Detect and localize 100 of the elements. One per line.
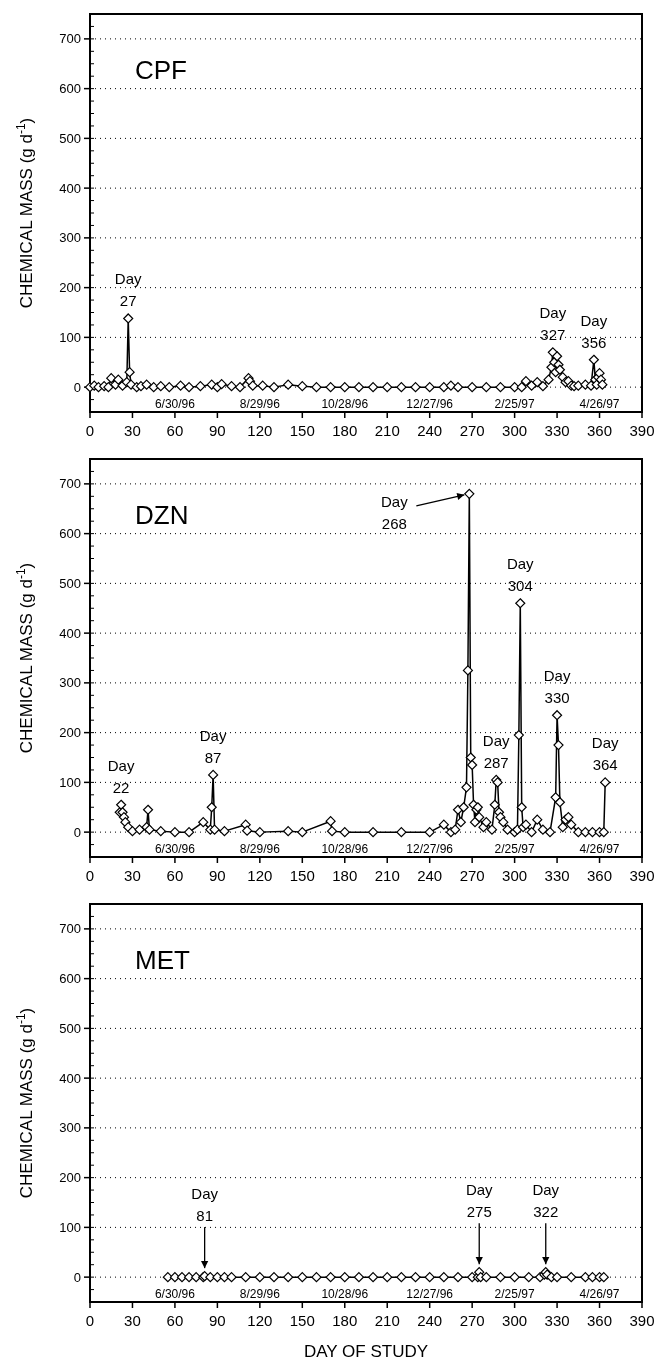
x-tick-label: 270 <box>459 1312 485 1329</box>
x2-tick-label: 6/30/96 <box>154 397 196 411</box>
x2-tick-label: 8/29/96 <box>239 842 281 856</box>
x-tick-label: 150 <box>289 1312 315 1329</box>
annotation: Day 87 <box>199 726 227 766</box>
x2-tick-label: 10/28/96 <box>321 397 369 411</box>
x2-tick-label: 8/29/96 <box>239 397 281 411</box>
x-tick-label: 390 <box>629 422 655 439</box>
x-tick-label: 210 <box>374 422 400 439</box>
y-tick-label: 400 <box>59 625 81 641</box>
y-tick-label: 500 <box>59 130 81 146</box>
y-tick-label: 200 <box>59 280 81 296</box>
x2-tick-label: 10/28/96 <box>321 842 369 856</box>
x-tick-label: 360 <box>587 422 613 439</box>
x-tick-label: 240 <box>417 422 443 439</box>
annotation: Day 330 <box>543 667 571 707</box>
y-tick-label: 600 <box>59 526 81 542</box>
y-tick-label: 400 <box>59 180 81 196</box>
text: CPF <box>135 55 187 85</box>
x-tick-label: 360 <box>587 867 613 884</box>
x2-tick-label: 6/30/96 <box>154 842 196 856</box>
y-tick-label: 100 <box>59 774 81 790</box>
y-tick-label: 100 <box>59 329 81 345</box>
y-tick-label: 0 <box>73 379 81 395</box>
y-tick-label: 200 <box>59 1170 81 1186</box>
y-tick-label: 400 <box>59 1070 81 1086</box>
x2-tick-label: 12/27/96 <box>406 1287 454 1301</box>
annotation: Day 356 <box>580 311 608 351</box>
x-tick-label: 270 <box>459 422 485 439</box>
x-tick-label: 300 <box>502 422 528 439</box>
x-tick-label: 210 <box>374 1312 400 1329</box>
x-tick-label: 60 <box>166 867 184 884</box>
annotation: Day 304 <box>506 555 535 595</box>
x-tick-label: 210 <box>374 867 400 884</box>
x-tick-label: 270 <box>459 867 485 884</box>
x2-tick-label: 10/28/96 <box>321 1287 369 1301</box>
x-tick-label: 60 <box>166 422 184 439</box>
x-tick-label: 390 <box>629 1312 655 1329</box>
y-tick-label: 300 <box>59 1120 81 1136</box>
x2-tick-label: 2/25/97 <box>494 1287 535 1301</box>
x2-tick-label: 4/26/97 <box>579 397 620 411</box>
x-tick-label: 90 <box>209 1312 226 1329</box>
y-tick-label: 500 <box>59 575 81 591</box>
x-tick-label: 390 <box>629 867 655 884</box>
x-tick-label: 300 <box>502 867 528 884</box>
x-tick-label: 0 <box>85 867 95 884</box>
text: DZN <box>135 500 189 530</box>
x-tick-label: 330 <box>544 867 570 884</box>
x-tick-label: 0 <box>85 1312 95 1329</box>
annotation: Day 364 <box>591 734 620 774</box>
x2-tick-label: 4/26/97 <box>579 842 620 856</box>
x-tick-label: 300 <box>502 1312 528 1329</box>
y-tick-label: 700 <box>59 31 81 47</box>
annotation: Day 268 <box>380 492 409 532</box>
x-tick-label: 330 <box>544 422 570 439</box>
x-tick-label: 330 <box>544 1312 570 1329</box>
x-tick-label: 30 <box>124 422 141 439</box>
x-tick-label: 150 <box>289 867 315 884</box>
y-tick-label: 0 <box>73 824 81 840</box>
x2-tick-label: 6/30/96 <box>154 1287 196 1301</box>
x-tick-label: 240 <box>417 1312 443 1329</box>
y-tick-label: 100 <box>59 1219 81 1235</box>
x-tick-label: 90 <box>209 867 226 884</box>
y-tick-label: 300 <box>59 675 81 691</box>
annotation: Day 275 <box>465 1181 494 1221</box>
y-tick-label: 0 <box>73 1269 81 1285</box>
x-tick-label: 30 <box>124 867 141 884</box>
x-tick-label: 240 <box>417 867 443 884</box>
y-tick-label: 200 <box>59 725 81 741</box>
x-tick-label: 90 <box>209 422 226 439</box>
annotation: Day 327 <box>539 304 567 344</box>
x-tick-label: 0 <box>85 422 95 439</box>
x-tick-label: 360 <box>587 1312 613 1329</box>
x-tick-label: 60 <box>166 1312 184 1329</box>
x2-tick-label: 2/25/97 <box>494 842 535 856</box>
x2-tick-label: 2/25/97 <box>494 397 535 411</box>
text: MET <box>135 945 190 975</box>
y-tick-label: 600 <box>59 81 81 97</box>
x-tick-label: 120 <box>247 867 273 884</box>
x-tick-label: 120 <box>247 422 273 439</box>
x-axis-title: DAY OF STUDY <box>303 1342 429 1361</box>
x2-tick-label: 12/27/96 <box>406 842 454 856</box>
y-tick-label: 700 <box>59 476 81 492</box>
x-tick-label: 180 <box>332 422 358 439</box>
annotation: Day 81 <box>191 1185 219 1225</box>
annotation: Day 322 <box>532 1181 560 1221</box>
x-tick-label: 150 <box>289 422 315 439</box>
annotation: Day 22 <box>107 756 135 796</box>
y-tick-label: 500 <box>59 1020 81 1036</box>
y-tick-label: 600 <box>59 971 81 987</box>
x-tick-label: 180 <box>332 1312 358 1329</box>
annotation: Day 287 <box>482 731 511 771</box>
y-tick-label: 300 <box>59 230 81 246</box>
annotation: Day 27 <box>114 270 143 310</box>
x2-tick-label: 12/27/96 <box>406 397 454 411</box>
x-tick-label: 180 <box>332 867 358 884</box>
x-tick-label: 120 <box>247 1312 273 1329</box>
x2-tick-label: 4/26/97 <box>579 1287 620 1301</box>
x2-tick-label: 8/29/96 <box>239 1287 281 1301</box>
x-tick-label: 30 <box>124 1312 141 1329</box>
